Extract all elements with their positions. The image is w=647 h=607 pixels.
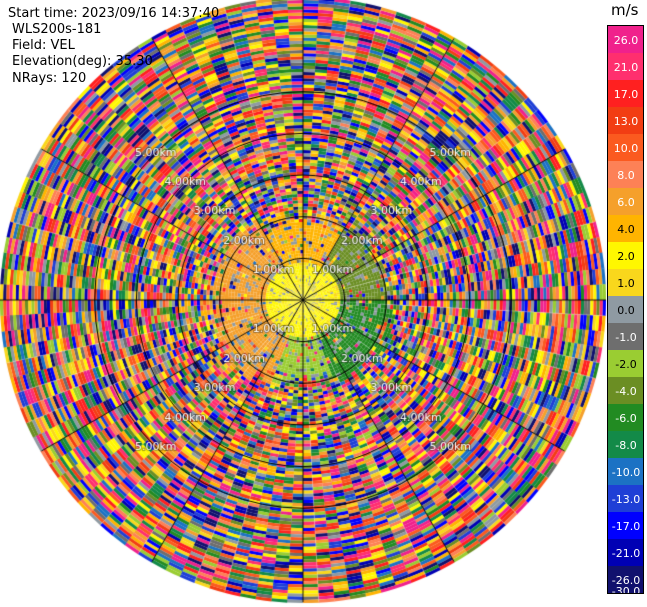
colorbar-swatch xyxy=(608,242,644,270)
colorbar-swatch xyxy=(608,215,644,243)
colorbar-tick-label: -10.0 xyxy=(611,465,641,479)
colorbar-tick-label: -17.0 xyxy=(611,519,641,533)
colorbar-tick-label: 13.0 xyxy=(613,114,639,128)
colorbar-swatch xyxy=(608,161,644,189)
colorbar-swatch xyxy=(608,53,644,81)
colorbar-swatch xyxy=(608,134,644,162)
colorbar-tick-label: 10.0 xyxy=(613,141,639,155)
colorbar-tick-label: -13.0 xyxy=(611,492,641,506)
colorbar-tick-label: 21.0 xyxy=(613,60,639,74)
colorbar-swatch xyxy=(608,404,644,432)
colorbar-swatch xyxy=(608,512,644,540)
colorbar-unit-label: m/s xyxy=(611,1,639,19)
colorbar-swatch xyxy=(608,458,644,486)
colorbar-swatch xyxy=(608,431,644,459)
colorbar-swatch xyxy=(608,377,644,405)
colorbar-tick-label: 17.0 xyxy=(613,87,639,101)
colorbar-tick-label: 4.0 xyxy=(617,222,635,236)
colorbar-swatch xyxy=(608,269,644,297)
field-text: Field: VEL xyxy=(12,38,75,53)
colorbar-tick-label: -1.0 xyxy=(615,330,637,344)
nrays-text: NRays: 120 xyxy=(12,71,87,86)
colorbar-tick-label: -21.0 xyxy=(611,546,641,560)
colorbar-swatch xyxy=(608,485,644,513)
elevation-text: Elevation(deg): 35.30 xyxy=(12,54,153,69)
colorbar-tick-label: 6.0 xyxy=(617,195,635,209)
colorbar-tick-label: -2.0 xyxy=(615,357,637,371)
colorbar-swatch xyxy=(608,539,644,567)
colorbar-tick-label: -6.0 xyxy=(615,411,637,425)
instrument-name-text: WLS200s-181 xyxy=(12,22,102,37)
colorbar-tick-label: 0.0 xyxy=(617,303,635,317)
colorbar-swatch xyxy=(608,26,644,54)
colorbar-swatch xyxy=(608,350,644,378)
start-time-text: Start time: 2023/09/16 14:37:40 xyxy=(8,6,220,21)
colorbar-swatch xyxy=(608,80,644,108)
colorbar-swatch xyxy=(608,107,644,135)
colorbar-tick-label: 26.0 xyxy=(613,33,639,47)
colorbar-tick-label: 1.0 xyxy=(617,276,635,290)
colorbar-swatch xyxy=(608,188,644,216)
colorbar-tick-label: -4.0 xyxy=(615,384,637,398)
colorbar-tick-label: -26.0 xyxy=(611,573,641,587)
colorbar-tick-label: 8.0 xyxy=(617,168,635,182)
colorbar-swatch xyxy=(608,566,644,594)
colorbar-swatch xyxy=(608,296,644,324)
colorbar-tick-label: -30.0 xyxy=(611,585,641,598)
colorbar-tick-label: 2.0 xyxy=(617,249,635,263)
colorbar-tick-label: -8.0 xyxy=(615,438,637,452)
colorbar-swatch xyxy=(608,323,644,351)
